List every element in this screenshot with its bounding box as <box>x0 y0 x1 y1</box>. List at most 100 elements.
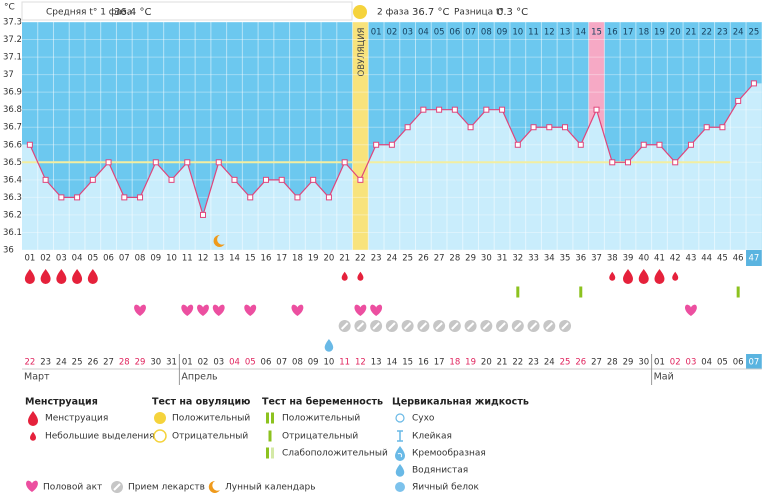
drop <box>56 269 67 284</box>
legend-item: Положительный <box>172 414 250 424</box>
menstruation-icon <box>56 269 67 284</box>
spotting-icon <box>30 431 36 441</box>
date: 29 <box>135 358 146 368</box>
temperature-point <box>168 176 175 183</box>
phase2-day: 10 <box>512 28 523 38</box>
cycle-day: 08 <box>135 254 146 264</box>
drop <box>638 269 649 284</box>
temperature-point <box>231 176 238 183</box>
cycle-day: 45 <box>717 254 728 264</box>
cycle-day: 23 <box>371 254 382 264</box>
legend-item: Слабоположительный <box>282 449 388 459</box>
cycle-day: 03 <box>56 254 67 264</box>
spotting-icon <box>609 271 616 281</box>
bar <box>268 430 272 442</box>
phase2-day: 18 <box>638 28 649 38</box>
drop <box>672 271 679 281</box>
y-tick-label: 36.7 <box>3 123 22 133</box>
cycle-day: 25 <box>402 254 413 264</box>
legend-title: Тест на беременность <box>262 397 383 408</box>
date: 06 <box>261 358 272 368</box>
menstruation-icon <box>24 269 35 284</box>
drop <box>24 269 35 284</box>
swirl <box>397 452 403 458</box>
cycle-day: 34 <box>544 254 555 264</box>
legend-item: Лунный календарь <box>225 483 316 493</box>
cycle-day: 09 <box>150 254 161 264</box>
date: 20 <box>481 358 492 368</box>
legend-item: Отрицательный <box>282 432 358 442</box>
legend-item: Положительный <box>282 414 360 424</box>
intercourse-icon <box>212 304 225 316</box>
heart <box>685 304 697 316</box>
legend-item: Отрицательный <box>172 432 248 442</box>
cycle-day: 36 <box>575 254 586 264</box>
temperature-point <box>373 141 380 148</box>
temperature-point <box>546 124 553 131</box>
temperature-point <box>687 141 694 148</box>
ov_neg-icon <box>153 429 167 443</box>
heart <box>291 304 304 316</box>
diff-value: 0.3 °C <box>497 7 528 18</box>
phase2-day: 22 <box>701 28 712 38</box>
temperature-point <box>247 194 254 201</box>
phase2-day: 01 <box>371 28 382 38</box>
date: 19 <box>465 358 476 368</box>
y-tick-label: 37 <box>3 70 14 80</box>
cycle-day: 47 <box>748 254 759 264</box>
date: 22 <box>24 358 35 368</box>
medication-icon <box>559 320 572 332</box>
date: 31 <box>166 358 177 368</box>
pill-line <box>113 483 121 491</box>
cycle-day: 28 <box>449 254 460 264</box>
date: 02 <box>670 358 681 368</box>
date: 12 <box>355 358 366 368</box>
pill-line <box>545 322 553 330</box>
date: 28 <box>607 358 618 368</box>
sun <box>154 412 166 424</box>
menstruation-icon <box>622 269 633 284</box>
cycle-day: 43 <box>686 254 697 264</box>
month-label: Апрель <box>181 372 218 383</box>
bar <box>266 412 269 424</box>
temperature-point <box>278 176 285 183</box>
date: 24 <box>544 358 555 368</box>
temperature-point <box>499 106 506 113</box>
preg_neg-icon <box>516 286 520 298</box>
drop <box>341 271 348 281</box>
y-tick-label: 37.1 <box>3 53 22 63</box>
intercourse-icon <box>26 480 38 492</box>
sun-outline <box>153 429 167 443</box>
bar <box>271 447 274 459</box>
heart <box>244 304 257 316</box>
phase2-day: 21 <box>686 28 697 38</box>
date: 30 <box>638 358 649 368</box>
temperature-point <box>624 159 631 166</box>
cycle-day: 39 <box>623 254 634 264</box>
medication-icon <box>338 320 351 332</box>
menstruation-icon <box>654 269 665 284</box>
date: 15 <box>402 358 413 368</box>
temperature-point <box>750 80 757 87</box>
medication-icon <box>370 320 383 332</box>
date: 11 <box>339 358 350 368</box>
date: 16 <box>418 358 429 368</box>
date: 30 <box>150 358 161 368</box>
date: 26 <box>87 358 98 368</box>
temperature-point <box>593 106 600 113</box>
phase2-day: 12 <box>544 28 555 38</box>
temperature-point <box>451 106 458 113</box>
phase2-day: 15 <box>591 28 602 38</box>
pill-line <box>498 322 506 330</box>
cycle-day: 18 <box>292 254 303 264</box>
cycle-day: 35 <box>560 254 571 264</box>
cycle-day: 37 <box>591 254 602 264</box>
temperature-point <box>562 124 569 131</box>
dry-icon <box>395 413 405 423</box>
date: 10 <box>324 358 335 368</box>
temperature-point <box>26 141 33 148</box>
drop <box>357 271 364 281</box>
cycle-day: 44 <box>701 254 712 264</box>
preg_weak-icon <box>266 447 274 459</box>
